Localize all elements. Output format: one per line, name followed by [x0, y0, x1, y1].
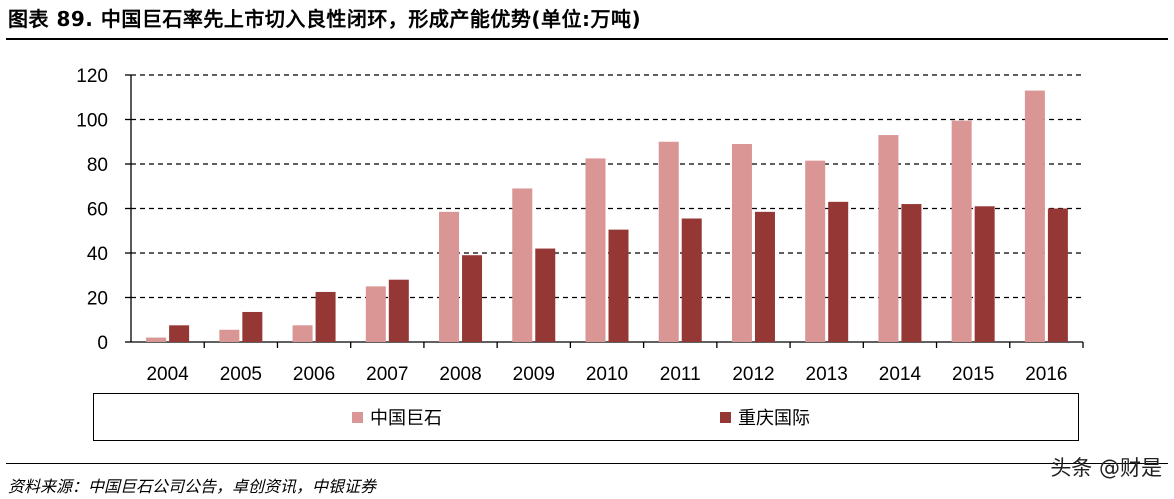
x-tick-label: 2010 [586, 364, 628, 385]
x-tick-label: 2008 [439, 364, 481, 385]
gridlines [131, 74, 1083, 299]
title-divider [6, 38, 1168, 40]
x-tick-label: 2005 [220, 364, 262, 385]
y-tick-label: 100 [76, 111, 108, 132]
y-tick-label: 20 [87, 289, 108, 310]
bar-series2 [901, 204, 922, 342]
bar-series2 [1047, 208, 1068, 342]
x-tick-label: 2016 [1025, 364, 1067, 385]
y-tick-label: 80 [87, 155, 108, 176]
bar-series1 [1024, 90, 1045, 342]
source-note: 资料来源：中国巨石公司公告，卓创资讯，中银证券 [8, 477, 377, 496]
chart-title: 图表 89. 中国巨石率先上市切入良性闭环，形成产能优势(单位:万吨) [8, 7, 642, 31]
legend: 中国巨石 重庆国际 [93, 393, 1079, 441]
bar-series2 [462, 255, 483, 342]
x-tick-label: 2004 [146, 364, 189, 385]
bar-series2 [169, 325, 190, 342]
bar-series2 [315, 291, 336, 342]
bar-series1 [512, 188, 533, 342]
bar-series1 [439, 211, 460, 342]
y-tick-label: 120 [76, 66, 108, 87]
bar-series2 [754, 211, 775, 342]
bar-series2 [388, 279, 409, 342]
tick-labels: 0 20 40 60 80 100 120 2004 2005 2006 2007 2008 2009 2… [76, 66, 1067, 385]
x-tick-label: 2015 [952, 364, 994, 385]
bar-series1 [292, 325, 313, 342]
bars [146, 90, 1068, 342]
x-tick-label: 2012 [732, 364, 774, 385]
bar-series1 [219, 329, 240, 342]
bar-series1 [585, 158, 606, 342]
bar-series1 [365, 286, 386, 342]
footer-divider [6, 463, 1168, 464]
y-tick-label: 40 [87, 244, 108, 265]
legend-label-series1: 中国巨石 [370, 408, 442, 429]
legend-item-series1: 中国巨石 [352, 407, 442, 429]
bar-series2 [974, 206, 995, 342]
legend-label-series2: 重庆国际 [738, 408, 810, 429]
watermark: 头条 @财是 [1050, 456, 1162, 480]
legend-item-series2: 重庆国际 [720, 407, 810, 429]
y-tick-label: 60 [87, 200, 108, 221]
x-tick-label: 2006 [293, 364, 335, 385]
bar-series1 [731, 143, 752, 342]
bar-series2 [681, 218, 702, 342]
bar-series2 [242, 311, 263, 342]
bar-series1 [146, 337, 167, 342]
x-tick-label: 2013 [806, 364, 848, 385]
bar-series2 [608, 229, 629, 342]
axes [125, 74, 1084, 348]
bar-series1 [951, 120, 972, 342]
legend-swatch-series2 [720, 411, 731, 423]
y-tick-label: 0 [97, 333, 108, 354]
bar-series1 [805, 160, 826, 342]
bar-series1 [658, 141, 679, 342]
x-tick-label: 2011 [660, 364, 701, 385]
x-tick-label: 2007 [366, 364, 408, 385]
x-tick-label: 2009 [513, 364, 555, 385]
bar-series2 [828, 201, 849, 342]
x-tick-label: 2014 [879, 364, 922, 385]
bar-series1 [878, 135, 899, 342]
bar-series2 [535, 248, 556, 342]
legend-swatch-series1 [352, 411, 363, 423]
